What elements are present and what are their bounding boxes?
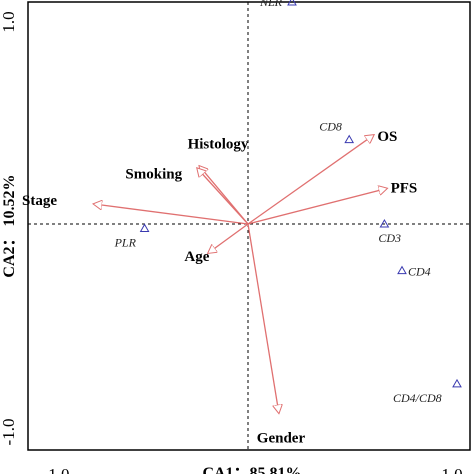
point-cd3: [379, 218, 390, 228]
arrow-gender: [247, 223, 279, 413]
x-tick-label: -1.0: [43, 465, 70, 474]
point-label-nlr: NLR: [259, 0, 283, 9]
point-cd4-cd8: [452, 378, 462, 388]
label-pfs: PFS: [391, 180, 418, 196]
x-axis-title: CA1：85.81%: [202, 465, 301, 474]
point-label-cd4-cd8: CD4/CD8: [393, 391, 442, 405]
y-tick-label: -1.0: [0, 419, 18, 446]
arrow-age: [208, 223, 249, 253]
label-smoking: Smoking: [125, 167, 182, 183]
point-label-cd8: CD8: [319, 120, 342, 134]
arrow-pfs: [247, 188, 387, 225]
plot-frame: [27, 1, 471, 451]
y-axis-title: CA2： 10.52%: [1, 174, 18, 277]
x-tick-label: 1.0: [441, 465, 462, 474]
arrow-stage: [94, 204, 249, 225]
point-label-cd3: CD3: [378, 231, 401, 245]
label-age: Age: [184, 249, 209, 265]
point-label-plr: PLR: [114, 235, 137, 249]
point-cd8: [344, 134, 355, 144]
label-gender: Gender: [257, 431, 306, 447]
y-tick-label: 1.0: [0, 11, 18, 32]
point-cd4: [397, 265, 407, 275]
point-nlr: [287, 0, 297, 6]
label-os: OS: [377, 129, 397, 145]
point-plr: [139, 223, 150, 232]
arrow-os: [247, 135, 373, 225]
point-label-cd4: CD4: [408, 265, 431, 279]
label-stage: Stage: [22, 193, 57, 209]
arrow-smoking: [197, 169, 249, 225]
label-histology: Histology: [188, 136, 249, 152]
